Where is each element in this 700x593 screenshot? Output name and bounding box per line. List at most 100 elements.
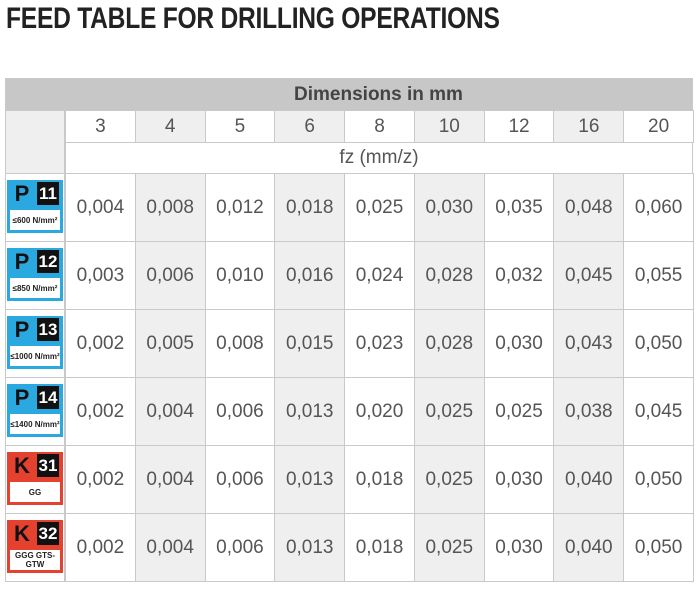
group-letter: P bbox=[14, 384, 30, 410]
page-title: FEED TABLE FOR DRILLING OPERATIONS bbox=[6, 2, 500, 35]
column-header: 3 bbox=[65, 110, 136, 143]
feed-value: 0,030 bbox=[483, 309, 555, 378]
feed-value: 0,003 bbox=[65, 241, 136, 310]
feed-value: 0,030 bbox=[483, 445, 555, 514]
feed-value: 0,004 bbox=[134, 445, 206, 514]
material-badge: P 13 ≤1000 N/mm² bbox=[7, 316, 63, 369]
feed-value: 0,013 bbox=[274, 377, 346, 446]
feed-value: 0,018 bbox=[274, 173, 346, 242]
feed-value: 0,004 bbox=[134, 377, 206, 446]
column-header: 5 bbox=[204, 110, 276, 143]
material: GG bbox=[7, 479, 63, 505]
material: ≤1000 N/mm² bbox=[7, 343, 63, 369]
feed-value: 0,025 bbox=[344, 173, 415, 242]
feed-value: 0,006 bbox=[204, 513, 276, 582]
material-badge: K 31 GG bbox=[7, 452, 63, 505]
feed-value: 0,012 bbox=[204, 173, 276, 242]
feed-value: 0,030 bbox=[413, 173, 485, 242]
group-code: 12 bbox=[37, 250, 59, 273]
feed-value: 0,015 bbox=[274, 309, 346, 378]
column-header: 12 bbox=[483, 110, 555, 143]
material: ≤1400 N/mm² bbox=[7, 411, 63, 437]
feed-value: 0,013 bbox=[274, 513, 346, 582]
row-header bbox=[5, 513, 65, 582]
feed-value: 0,045 bbox=[623, 377, 694, 446]
feed-value: 0,024 bbox=[344, 241, 415, 310]
group-code: 31 bbox=[37, 454, 59, 477]
feed-value: 0,018 bbox=[344, 445, 415, 514]
feed-value: 0,006 bbox=[134, 241, 206, 310]
feed-value: 0,028 bbox=[413, 309, 485, 378]
feed-value: 0,025 bbox=[483, 377, 555, 446]
group-code: 11 bbox=[37, 182, 59, 205]
feed-value: 0,025 bbox=[413, 513, 485, 582]
column-header: 8 bbox=[344, 110, 415, 143]
badge-top: P 13 bbox=[7, 316, 63, 343]
feed-value: 0,002 bbox=[65, 445, 136, 514]
feed-value: 0,016 bbox=[274, 241, 346, 310]
corner bbox=[5, 78, 65, 111]
feed-value: 0,010 bbox=[204, 241, 276, 310]
corner-cell bbox=[5, 110, 65, 174]
feed-value: 0,023 bbox=[344, 309, 415, 378]
feed-value: 0,004 bbox=[134, 513, 206, 582]
feed-value: 0,043 bbox=[553, 309, 625, 378]
feed-value: 0,006 bbox=[204, 377, 276, 446]
group-code: 14 bbox=[37, 386, 59, 409]
column-header: 20 bbox=[623, 110, 694, 143]
column-header: 10 bbox=[413, 110, 485, 143]
group-code: 32 bbox=[37, 522, 59, 545]
column-header: 16 bbox=[553, 110, 625, 143]
material-badge: P 11 ≤600 N/mm² bbox=[7, 180, 63, 233]
badge-top: P 14 bbox=[7, 384, 63, 411]
material-badge: P 14 ≤1400 N/mm² bbox=[7, 384, 63, 437]
feed-value: 0,005 bbox=[134, 309, 206, 378]
feed-value: 0,045 bbox=[553, 241, 625, 310]
feed-value: 0,018 bbox=[344, 513, 415, 582]
material-badge: K 32 GGG GTS-GTW bbox=[7, 520, 63, 573]
feed-value: 0,048 bbox=[553, 173, 625, 242]
feed-value: 0,002 bbox=[65, 513, 136, 582]
badge-top: P 11 bbox=[7, 180, 63, 207]
feed-value: 0,006 bbox=[204, 445, 276, 514]
badge-top: K 32 bbox=[7, 520, 63, 547]
material: ≤600 N/mm² bbox=[7, 207, 63, 233]
subheader: fz (mm/z) bbox=[65, 142, 693, 174]
group-header: Dimensions in mm bbox=[65, 78, 693, 111]
badge-top: K 31 bbox=[7, 452, 63, 479]
material: GGG GTS-GTW bbox=[7, 547, 63, 573]
feed-value: 0,060 bbox=[623, 173, 694, 242]
feed-value: 0,040 bbox=[553, 513, 625, 582]
feed-value: 0,030 bbox=[483, 513, 555, 582]
group-letter: K bbox=[14, 520, 30, 546]
feed-value: 0,008 bbox=[134, 173, 206, 242]
feed-value: 0,040 bbox=[553, 445, 625, 514]
material-badge: P 12 ≤850 N/mm² bbox=[7, 248, 63, 301]
feed-value: 0,035 bbox=[483, 173, 555, 242]
feed-value: 0,038 bbox=[553, 377, 625, 446]
feed-value: 0,050 bbox=[623, 445, 694, 514]
column-header: 4 bbox=[134, 110, 206, 143]
feed-value: 0,050 bbox=[623, 309, 694, 378]
feed-value: 0,025 bbox=[413, 445, 485, 514]
feed-value: 0,020 bbox=[344, 377, 415, 446]
feed-value: 0,002 bbox=[65, 377, 136, 446]
group-code: 13 bbox=[37, 318, 59, 341]
feed-value: 0,025 bbox=[413, 377, 485, 446]
badge-top: P 12 bbox=[7, 248, 63, 275]
group-letter: P bbox=[14, 248, 30, 274]
group-letter: K bbox=[14, 452, 30, 478]
feed-value: 0,008 bbox=[204, 309, 276, 378]
feed-value: 0,050 bbox=[623, 513, 694, 582]
group-letter: P bbox=[14, 316, 30, 342]
feed-value: 0,013 bbox=[274, 445, 346, 514]
column-header: 6 bbox=[274, 110, 346, 143]
group-letter: P bbox=[14, 180, 30, 206]
feed-value: 0,002 bbox=[65, 309, 136, 378]
feed-value: 0,028 bbox=[413, 241, 485, 310]
material: ≤850 N/mm² bbox=[7, 275, 63, 301]
feed-value: 0,055 bbox=[623, 241, 694, 310]
feed-value: 0,004 bbox=[65, 173, 136, 242]
feed-value: 0,032 bbox=[483, 241, 555, 310]
